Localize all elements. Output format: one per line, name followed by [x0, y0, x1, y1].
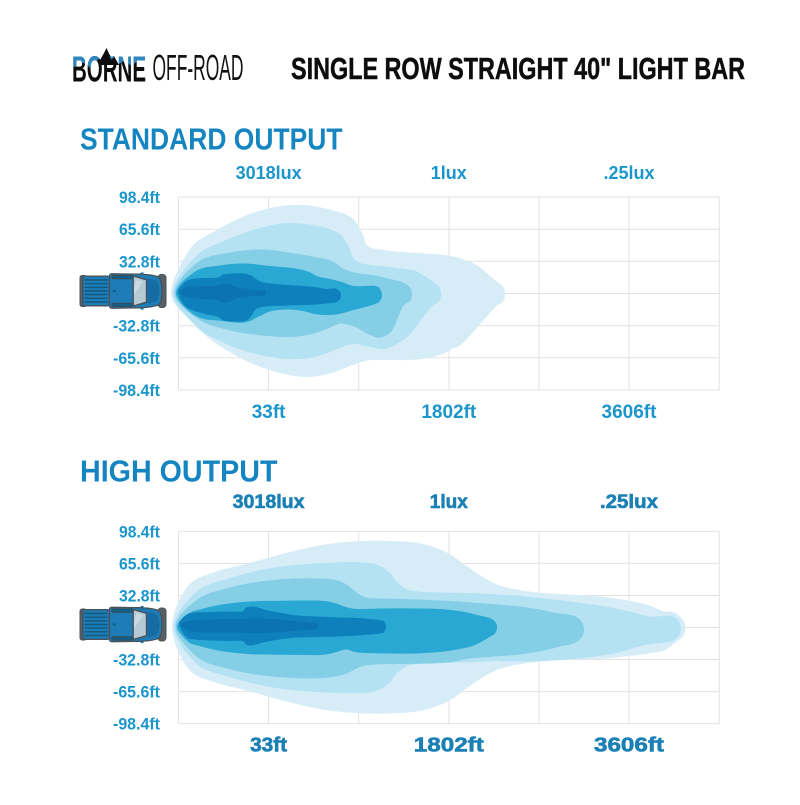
svg-text:65.6ft: 65.6ft	[119, 220, 160, 239]
svg-text:.25lux: .25lux	[600, 492, 658, 513]
svg-text:1lux: 1lux	[430, 492, 468, 513]
svg-text:BORNE: BORNE	[72, 49, 146, 90]
svg-text:3018lux: 3018lux	[236, 163, 302, 183]
svg-text:-98.4ft: -98.4ft	[113, 715, 160, 734]
svg-text:SINGLE ROW STRAIGHT 40" LIGHT: SINGLE ROW STRAIGHT 40" LIGHT BAR	[291, 51, 745, 86]
svg-text:3606ft: 3606ft	[602, 402, 658, 423]
svg-text:-32.8ft: -32.8ft	[113, 317, 160, 336]
svg-text:.25lux: .25lux	[603, 163, 654, 183]
svg-text:65.6ft: 65.6ft	[119, 554, 160, 573]
svg-text:98.4ft: 98.4ft	[119, 522, 160, 541]
svg-text:1802ft: 1802ft	[414, 735, 484, 757]
svg-text:33ft: 33ft	[250, 735, 287, 757]
svg-text:32.8ft: 32.8ft	[119, 587, 160, 606]
svg-text:32.8ft: 32.8ft	[119, 252, 160, 271]
svg-text:OFF-ROAD: OFF-ROAD	[153, 47, 244, 87]
svg-text:33ft: 33ft	[252, 402, 286, 423]
svg-text:3606ft: 3606ft	[594, 735, 664, 757]
svg-text:-98.4ft: -98.4ft	[113, 381, 160, 400]
svg-text:1802ft: 1802ft	[421, 402, 477, 423]
svg-text:98.4ft: 98.4ft	[119, 188, 160, 207]
svg-text:HIGH OUTPUT: HIGH OUTPUT	[80, 454, 278, 489]
svg-text:-65.6ft: -65.6ft	[113, 683, 160, 702]
svg-text:1lux: 1lux	[431, 163, 467, 183]
svg-text:3018lux: 3018lux	[233, 492, 305, 513]
svg-text:-32.8ft: -32.8ft	[113, 651, 160, 670]
svg-text:STANDARD OUTPUT: STANDARD OUTPUT	[80, 122, 343, 157]
svg-text:-65.6ft: -65.6ft	[113, 349, 160, 368]
